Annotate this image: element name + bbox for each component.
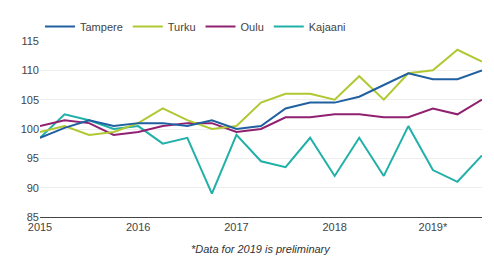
svg-text:Kajaani: Kajaani (309, 21, 346, 33)
svg-text:105: 105 (21, 94, 39, 106)
svg-text:2016: 2016 (126, 221, 150, 233)
svg-text:2017: 2017 (224, 221, 248, 233)
svg-text:95: 95 (27, 152, 39, 164)
svg-text:100: 100 (21, 123, 39, 135)
svg-text:90: 90 (27, 182, 39, 194)
svg-text:2019*: 2019* (419, 221, 448, 233)
svg-text:2018: 2018 (322, 221, 346, 233)
svg-text:115: 115 (21, 35, 39, 47)
svg-text:Turku: Turku (168, 21, 196, 33)
svg-text:2015: 2015 (28, 221, 52, 233)
svg-text:*Data for 2019 is preliminary: *Data for 2019 is preliminary (191, 243, 331, 255)
svg-text:Tampere: Tampere (80, 21, 123, 33)
svg-text:85: 85 (27, 211, 39, 223)
svg-text:Oulu: Oulu (241, 21, 264, 33)
svg-text:110: 110 (21, 64, 39, 76)
